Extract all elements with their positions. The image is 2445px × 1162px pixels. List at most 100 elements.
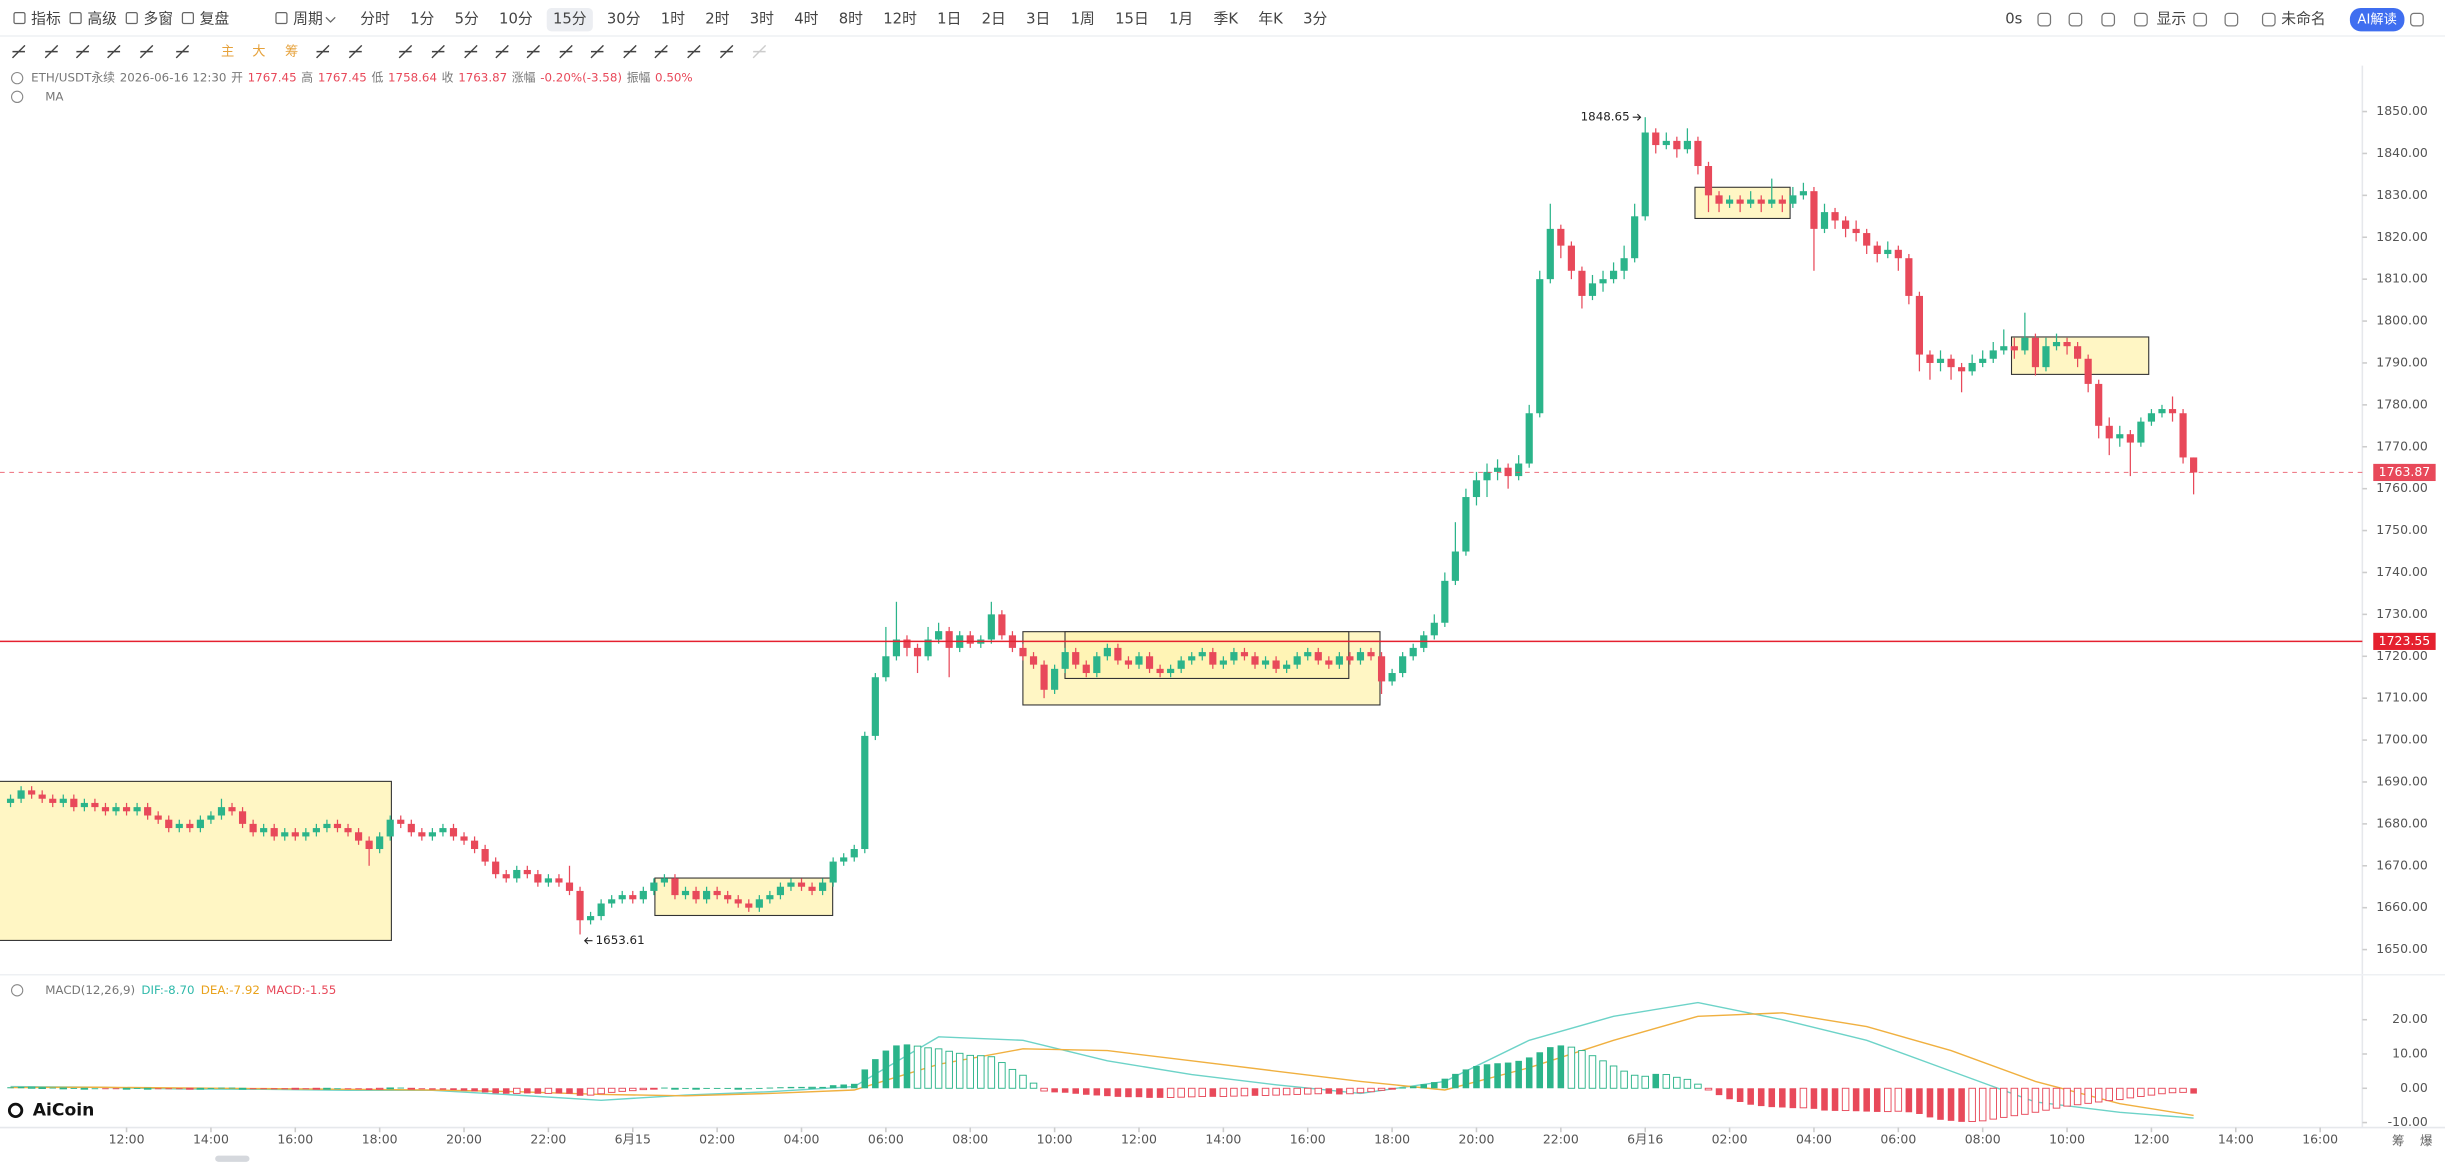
period-button[interactable]: 分时 — [360, 11, 390, 28]
tool-icon[interactable] — [590, 44, 604, 59]
scrollbar[interactable] — [215, 1155, 250, 1162]
candle-body — [49, 798, 57, 803]
tool-icon[interactable] — [495, 44, 509, 59]
period-button[interactable]: 1分 — [410, 11, 434, 28]
macd-bar — [618, 1087, 626, 1092]
period-button[interactable]: 3分 — [1303, 11, 1327, 28]
candle-body — [144, 807, 152, 816]
period-button[interactable]: 3时 — [750, 11, 774, 28]
label: 开 — [231, 71, 243, 85]
candle-body — [745, 903, 753, 908]
period-button[interactable]: 1周 — [1071, 11, 1095, 28]
toolbar-icon[interactable] — [2261, 12, 2276, 27]
tool-icon[interactable] — [719, 44, 734, 59]
candle-body — [1588, 283, 1597, 296]
period-button[interactable]: 2时 — [705, 11, 729, 28]
toolbar-button[interactable]: 多窗 — [143, 10, 173, 28]
period-button[interactable]: 5分 — [455, 11, 479, 28]
tool-text[interactable]: 主 — [221, 44, 234, 60]
candle-body — [1884, 249, 1892, 255]
period-button[interactable]: 1时 — [661, 11, 685, 28]
tool-icon[interactable] — [431, 44, 445, 59]
ai-button-bg[interactable] — [2349, 7, 2405, 32]
collapse-toggle[interactable] — [10, 71, 24, 85]
tool-icon[interactable] — [348, 44, 363, 59]
collapse-toggle[interactable] — [10, 90, 24, 103]
period-button[interactable]: 4时 — [794, 11, 818, 28]
period-button[interactable]: 15日 — [1115, 11, 1149, 28]
y-tick-label: 1670.00 — [2376, 857, 2428, 872]
period-button[interactable]: 3日 — [1026, 11, 1050, 28]
period-button[interactable]: 年K — [1258, 11, 1284, 28]
candle-body — [713, 890, 721, 896]
toolbar-icon[interactable] — [2224, 12, 2239, 27]
macd-bar — [2063, 1087, 2071, 1107]
toolbar-icon[interactable] — [2101, 12, 2116, 27]
period-button[interactable]: 1日 — [937, 11, 961, 28]
tool-icon[interactable] — [623, 44, 637, 59]
toolbar-button[interactable]: 高级 — [87, 11, 117, 28]
tool-icon[interactable] — [654, 44, 668, 59]
period-button[interactable]: 15分 — [553, 11, 587, 28]
macd-bar — [91, 1088, 99, 1090]
tool-icon[interactable] — [11, 44, 26, 59]
period-button[interactable]: 2日 — [982, 11, 1006, 28]
macd-bar — [1388, 1087, 1396, 1090]
macd-bar — [650, 1087, 658, 1090]
period-button[interactable]: 12时 — [883, 11, 917, 28]
macd-bar — [2179, 1087, 2187, 1093]
tool-icon[interactable] — [75, 44, 90, 59]
macd-title[interactable]: MACD(12,26,9) — [45, 983, 135, 997]
period-button[interactable]: 季K — [1214, 11, 1240, 28]
toolbar-icon[interactable] — [2193, 12, 2208, 27]
macd-bar — [1072, 1088, 1079, 1094]
toolbar-button[interactable]: 0s — [2005, 11, 2022, 28]
range-box[interactable] — [1064, 631, 1350, 680]
macd-bar — [777, 1087, 784, 1089]
candle-body — [797, 882, 806, 887]
toolbar-icon[interactable] — [2410, 12, 2424, 27]
macd-bar — [397, 1087, 405, 1089]
tool-icon[interactable] — [559, 44, 573, 59]
toolbar-icon[interactable] — [2037, 12, 2052, 27]
tool-icon[interactable] — [107, 44, 121, 59]
tool-text[interactable]: 大 — [252, 44, 265, 60]
tool-icon[interactable] — [398, 44, 413, 59]
macd-bar — [840, 1084, 847, 1089]
tool-icon[interactable] — [687, 44, 701, 59]
toolbar-button[interactable]: 周期 — [293, 11, 323, 28]
macd-bar — [291, 1087, 300, 1090]
macd-bar — [365, 1088, 373, 1090]
candle-body — [281, 832, 289, 837]
macd-bar — [1630, 1074, 1639, 1089]
tool-icon[interactable] — [139, 44, 154, 59]
tool-icon[interactable] — [752, 44, 767, 59]
range-box[interactable] — [654, 877, 834, 917]
macd-bar — [734, 1087, 742, 1090]
collapse-toggle[interactable] — [10, 984, 24, 997]
candle-body — [2126, 434, 2134, 443]
candle-body — [1462, 497, 1470, 552]
corner-text[interactable]: 筹 — [2392, 1133, 2404, 1148]
indicator-label[interactable]: MA — [45, 89, 63, 103]
period-button[interactable]: 10分 — [499, 11, 533, 28]
tool-icon[interactable] — [44, 44, 59, 59]
period-button[interactable]: 1月 — [1169, 11, 1193, 28]
toolbar-button[interactable]: 显示 — [2157, 11, 2187, 28]
toolbar-button[interactable]: 未命名 — [2281, 10, 2325, 28]
tool-icon[interactable] — [526, 44, 541, 59]
tool-icon[interactable] — [316, 44, 330, 59]
tool-text[interactable]: 筹 — [285, 43, 298, 60]
toolbar-icon[interactable] — [2134, 12, 2148, 27]
range-box[interactable] — [0, 780, 392, 941]
tool-icon[interactable] — [175, 44, 190, 59]
macd-bar — [1620, 1070, 1628, 1089]
ai-button[interactable]: AI解读 — [2357, 12, 2396, 28]
tool-icon[interactable] — [464, 44, 478, 59]
period-button[interactable]: 30分 — [607, 11, 641, 28]
toolbar-button[interactable]: 指标 — [31, 11, 61, 28]
period-button[interactable]: 8时 — [839, 11, 863, 28]
toolbar-icon[interactable] — [2068, 12, 2083, 27]
corner-text[interactable]: 爆 — [2420, 1133, 2433, 1148]
toolbar-button[interactable]: 复盘 — [200, 10, 230, 28]
